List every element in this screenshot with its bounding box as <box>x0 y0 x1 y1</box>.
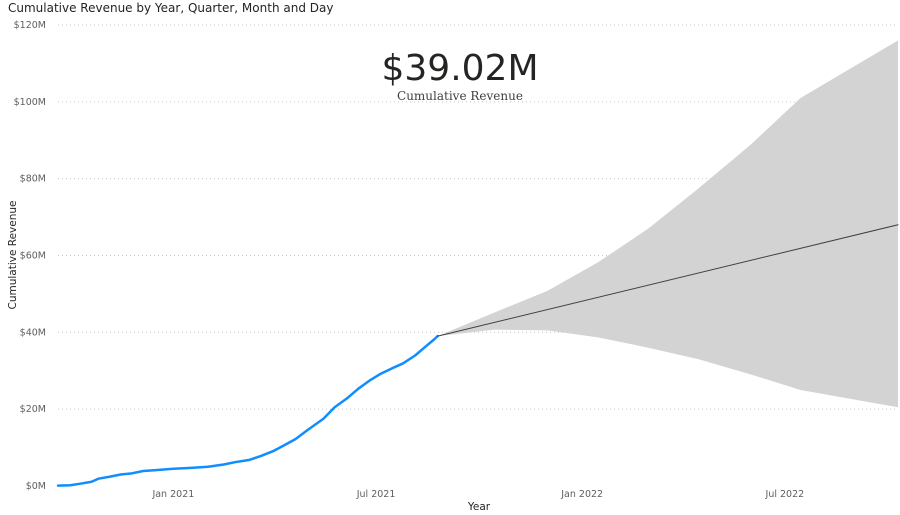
forecast-confidence-band <box>437 40 898 408</box>
y-tick-label: $60M <box>20 251 46 262</box>
x-tick-label: Jul 2021 <box>356 489 396 500</box>
y-tick-label: $100M <box>14 97 46 108</box>
cumulative-revenue-line <box>56 334 439 487</box>
y-tick-label: $0M <box>26 481 46 492</box>
y-tick-label: $80M <box>20 174 46 185</box>
x-axis-ticks: Jan 2021 Jul 2021 Jan 2022 Jul 2022 <box>151 489 804 500</box>
x-tick-label: Jul 2022 <box>765 489 805 500</box>
y-tick-label: $40M <box>20 327 46 338</box>
chart-title: Cumulative Revenue by Year, Quarter, Mon… <box>8 1 334 15</box>
kpi-value: $39.02M <box>381 48 538 89</box>
x-tick-label: Jan 2021 <box>151 489 194 500</box>
kpi-label: Cumulative Revenue <box>397 89 523 103</box>
confidence-band-layer <box>437 40 898 408</box>
series-layer <box>56 224 899 487</box>
y-tick-label: $120M <box>14 20 46 31</box>
x-axis-title: Year <box>467 501 491 513</box>
x-tick-label: Jan 2022 <box>560 489 603 500</box>
y-axis-ticks: $0M $20M $40M $60M $80M $100M $120M <box>14 20 46 492</box>
y-tick-label: $20M <box>20 404 46 415</box>
y-axis-title: Cumulative Revenue <box>7 201 19 310</box>
forecast-line <box>437 224 899 337</box>
